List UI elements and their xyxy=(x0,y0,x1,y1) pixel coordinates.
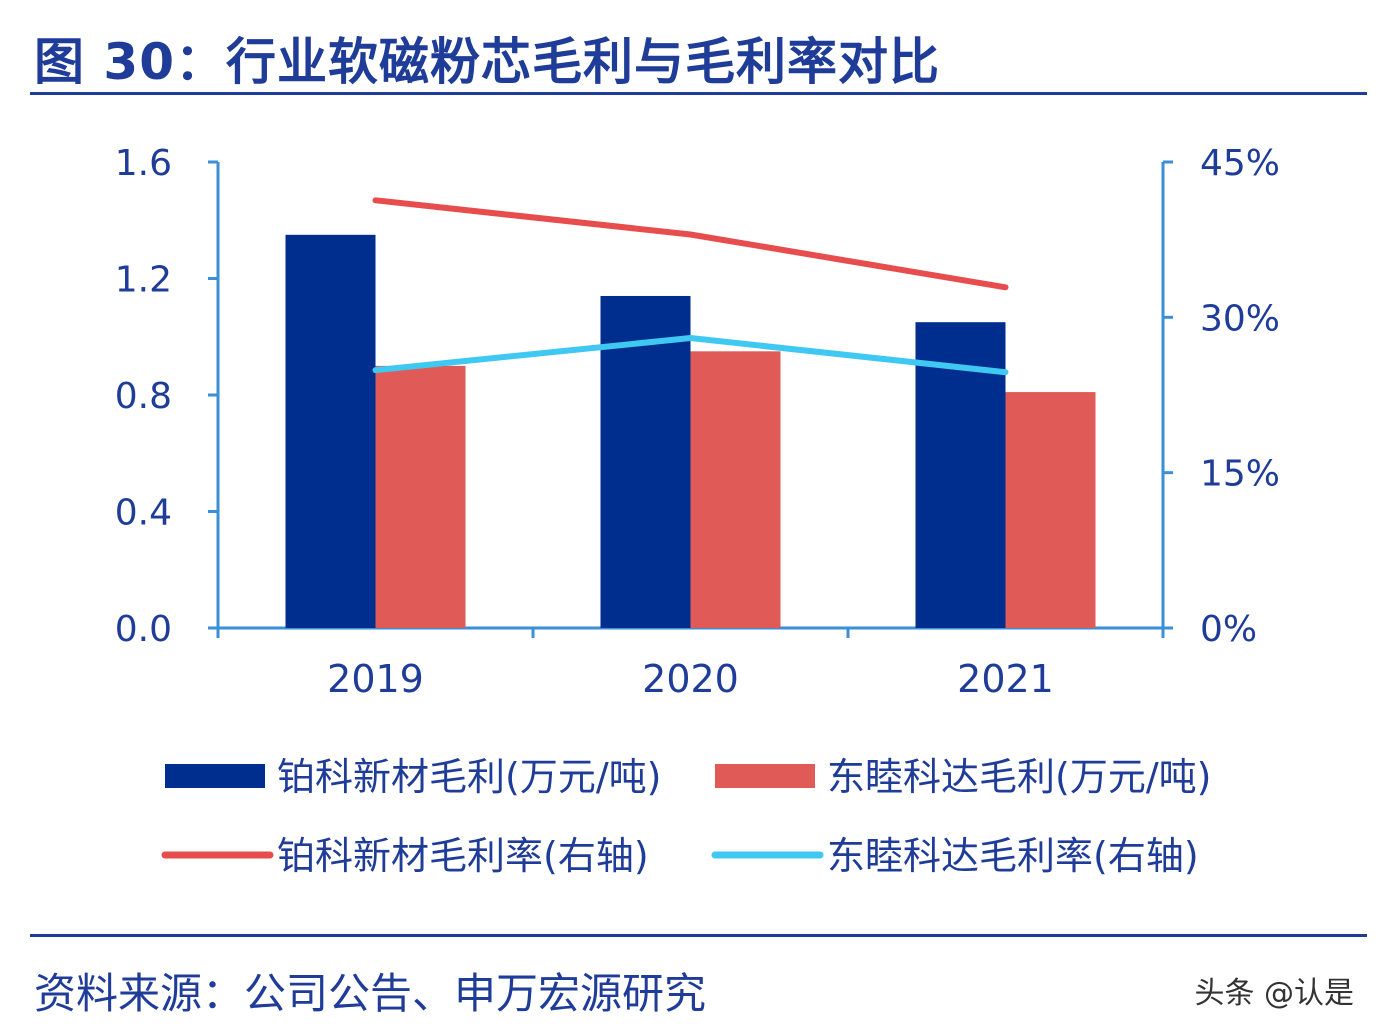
right-tick-label: 15% xyxy=(1200,454,1280,495)
chart-title: 图 30：行业软磁粉芯毛利与毛利率对比 xyxy=(34,33,940,91)
title-rule xyxy=(30,92,1367,95)
x-tick-label: 2021 xyxy=(957,657,1054,701)
legend-swatch xyxy=(165,764,265,788)
legend-label: 铂科新材毛利率(右轴) xyxy=(277,834,649,878)
bar-boke-2019 xyxy=(285,234,376,628)
right-tick-label: 45% xyxy=(1200,143,1280,184)
x-tick-label: 2020 xyxy=(642,657,739,701)
legend-label: 铂科新材毛利(万元/吨) xyxy=(277,755,661,799)
left-tick-label: 0.8 xyxy=(115,376,172,417)
line-dongmu-margin xyxy=(372,335,1009,376)
right-tick-label: 0% xyxy=(1200,609,1257,650)
x-tick-label: 2019 xyxy=(327,657,424,701)
legend-label: 东睦科达毛利(万元/吨) xyxy=(827,755,1211,799)
line-boke-margin xyxy=(372,197,1009,291)
bar-dongmu-2020 xyxy=(690,351,781,628)
bar-dongmu-2021 xyxy=(1005,392,1096,628)
chart-plot: 0.0 0.4 0.8 1.2 1.6 0% 15% 30% 45% 2019 2020 2021 铂科… xyxy=(115,143,1280,878)
left-tick-label: 1.6 xyxy=(115,143,172,184)
bar-dongmu-2019 xyxy=(375,365,466,628)
footer-rule xyxy=(30,934,1367,937)
watermark: 头条 @认是 xyxy=(1194,976,1354,1011)
left-tick-label: 1.2 xyxy=(115,260,172,301)
left-tick-label: 0.0 xyxy=(115,609,172,650)
right-tick-label: 30% xyxy=(1200,298,1280,339)
legend-swatch xyxy=(715,764,815,788)
bar-boke-2020 xyxy=(600,295,691,628)
legend-label: 东睦科达毛利率(右轴) xyxy=(827,834,1199,878)
left-tick-label: 0.4 xyxy=(115,493,172,534)
source-note: 资料来源：公司公告、申万宏源研究 xyxy=(34,969,707,1018)
